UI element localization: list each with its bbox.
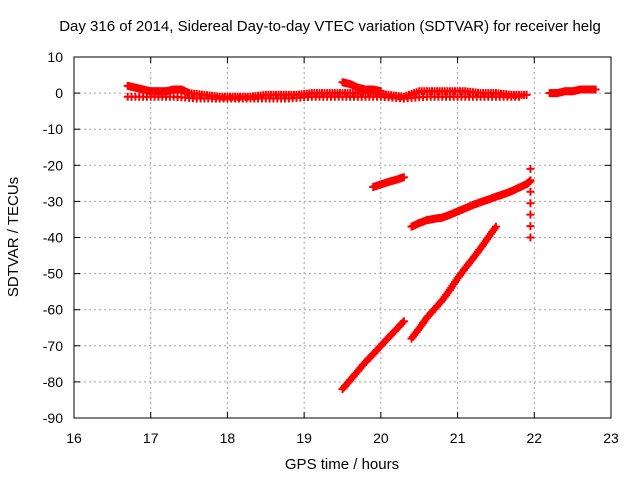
- data-point: [526, 210, 535, 219]
- data-series: [369, 173, 408, 191]
- y-tick-label: -40: [43, 230, 63, 246]
- data-point: [522, 90, 531, 99]
- y-tick-label: -50: [43, 266, 63, 282]
- x-tick-label: 22: [526, 430, 542, 446]
- y-tick-label: -60: [43, 302, 63, 318]
- data-series: [123, 92, 523, 103]
- data-point: [526, 176, 535, 185]
- x-tick-label: 18: [220, 430, 236, 446]
- data-series: [407, 222, 500, 343]
- x-tick-label: 19: [296, 430, 312, 446]
- data-series: [338, 78, 385, 96]
- y-tick-label: -30: [43, 193, 63, 209]
- data-point: [526, 164, 535, 173]
- y-tick-label: -10: [43, 121, 63, 137]
- y-tick-label: 10: [47, 49, 63, 65]
- y-tick-label: -90: [43, 410, 63, 426]
- y-axis-label: SDTVAR / TECUs: [5, 177, 22, 297]
- y-tick-label: 0: [55, 85, 63, 101]
- data-point: [514, 92, 523, 101]
- data-point: [398, 318, 407, 327]
- x-tick-label: 16: [66, 430, 82, 446]
- data-point: [376, 87, 385, 96]
- x-tick-label: 23: [603, 430, 619, 446]
- data-point: [526, 199, 535, 208]
- data-point: [399, 173, 408, 182]
- data-point: [526, 187, 535, 196]
- y-tick-label: -20: [43, 157, 63, 173]
- chart-title: Day 316 of 2014, Sidereal Day-to-day VTE…: [59, 18, 601, 35]
- x-tick-label: 21: [450, 430, 466, 446]
- data-point: [399, 317, 408, 326]
- data-series: [338, 317, 408, 394]
- x-tick-label: 17: [143, 430, 159, 446]
- data-points: [123, 78, 600, 394]
- data-series: [407, 176, 535, 231]
- data-series: [545, 85, 600, 98]
- data-point: [491, 222, 500, 231]
- data-point: [526, 233, 535, 242]
- data-point: [591, 85, 600, 94]
- axis-ticks: 16 17 18 19 20 21 22 23 10 0 -10 -20 -30 -40 -50 -60 -70…: [43, 49, 619, 446]
- y-tick-label: -70: [43, 338, 63, 354]
- data-series: [526, 164, 535, 242]
- data-point: [526, 222, 535, 231]
- y-tick-label: -80: [43, 374, 63, 390]
- x-tick-label: 20: [373, 430, 389, 446]
- x-axis-label: GPS time / hours: [285, 456, 399, 473]
